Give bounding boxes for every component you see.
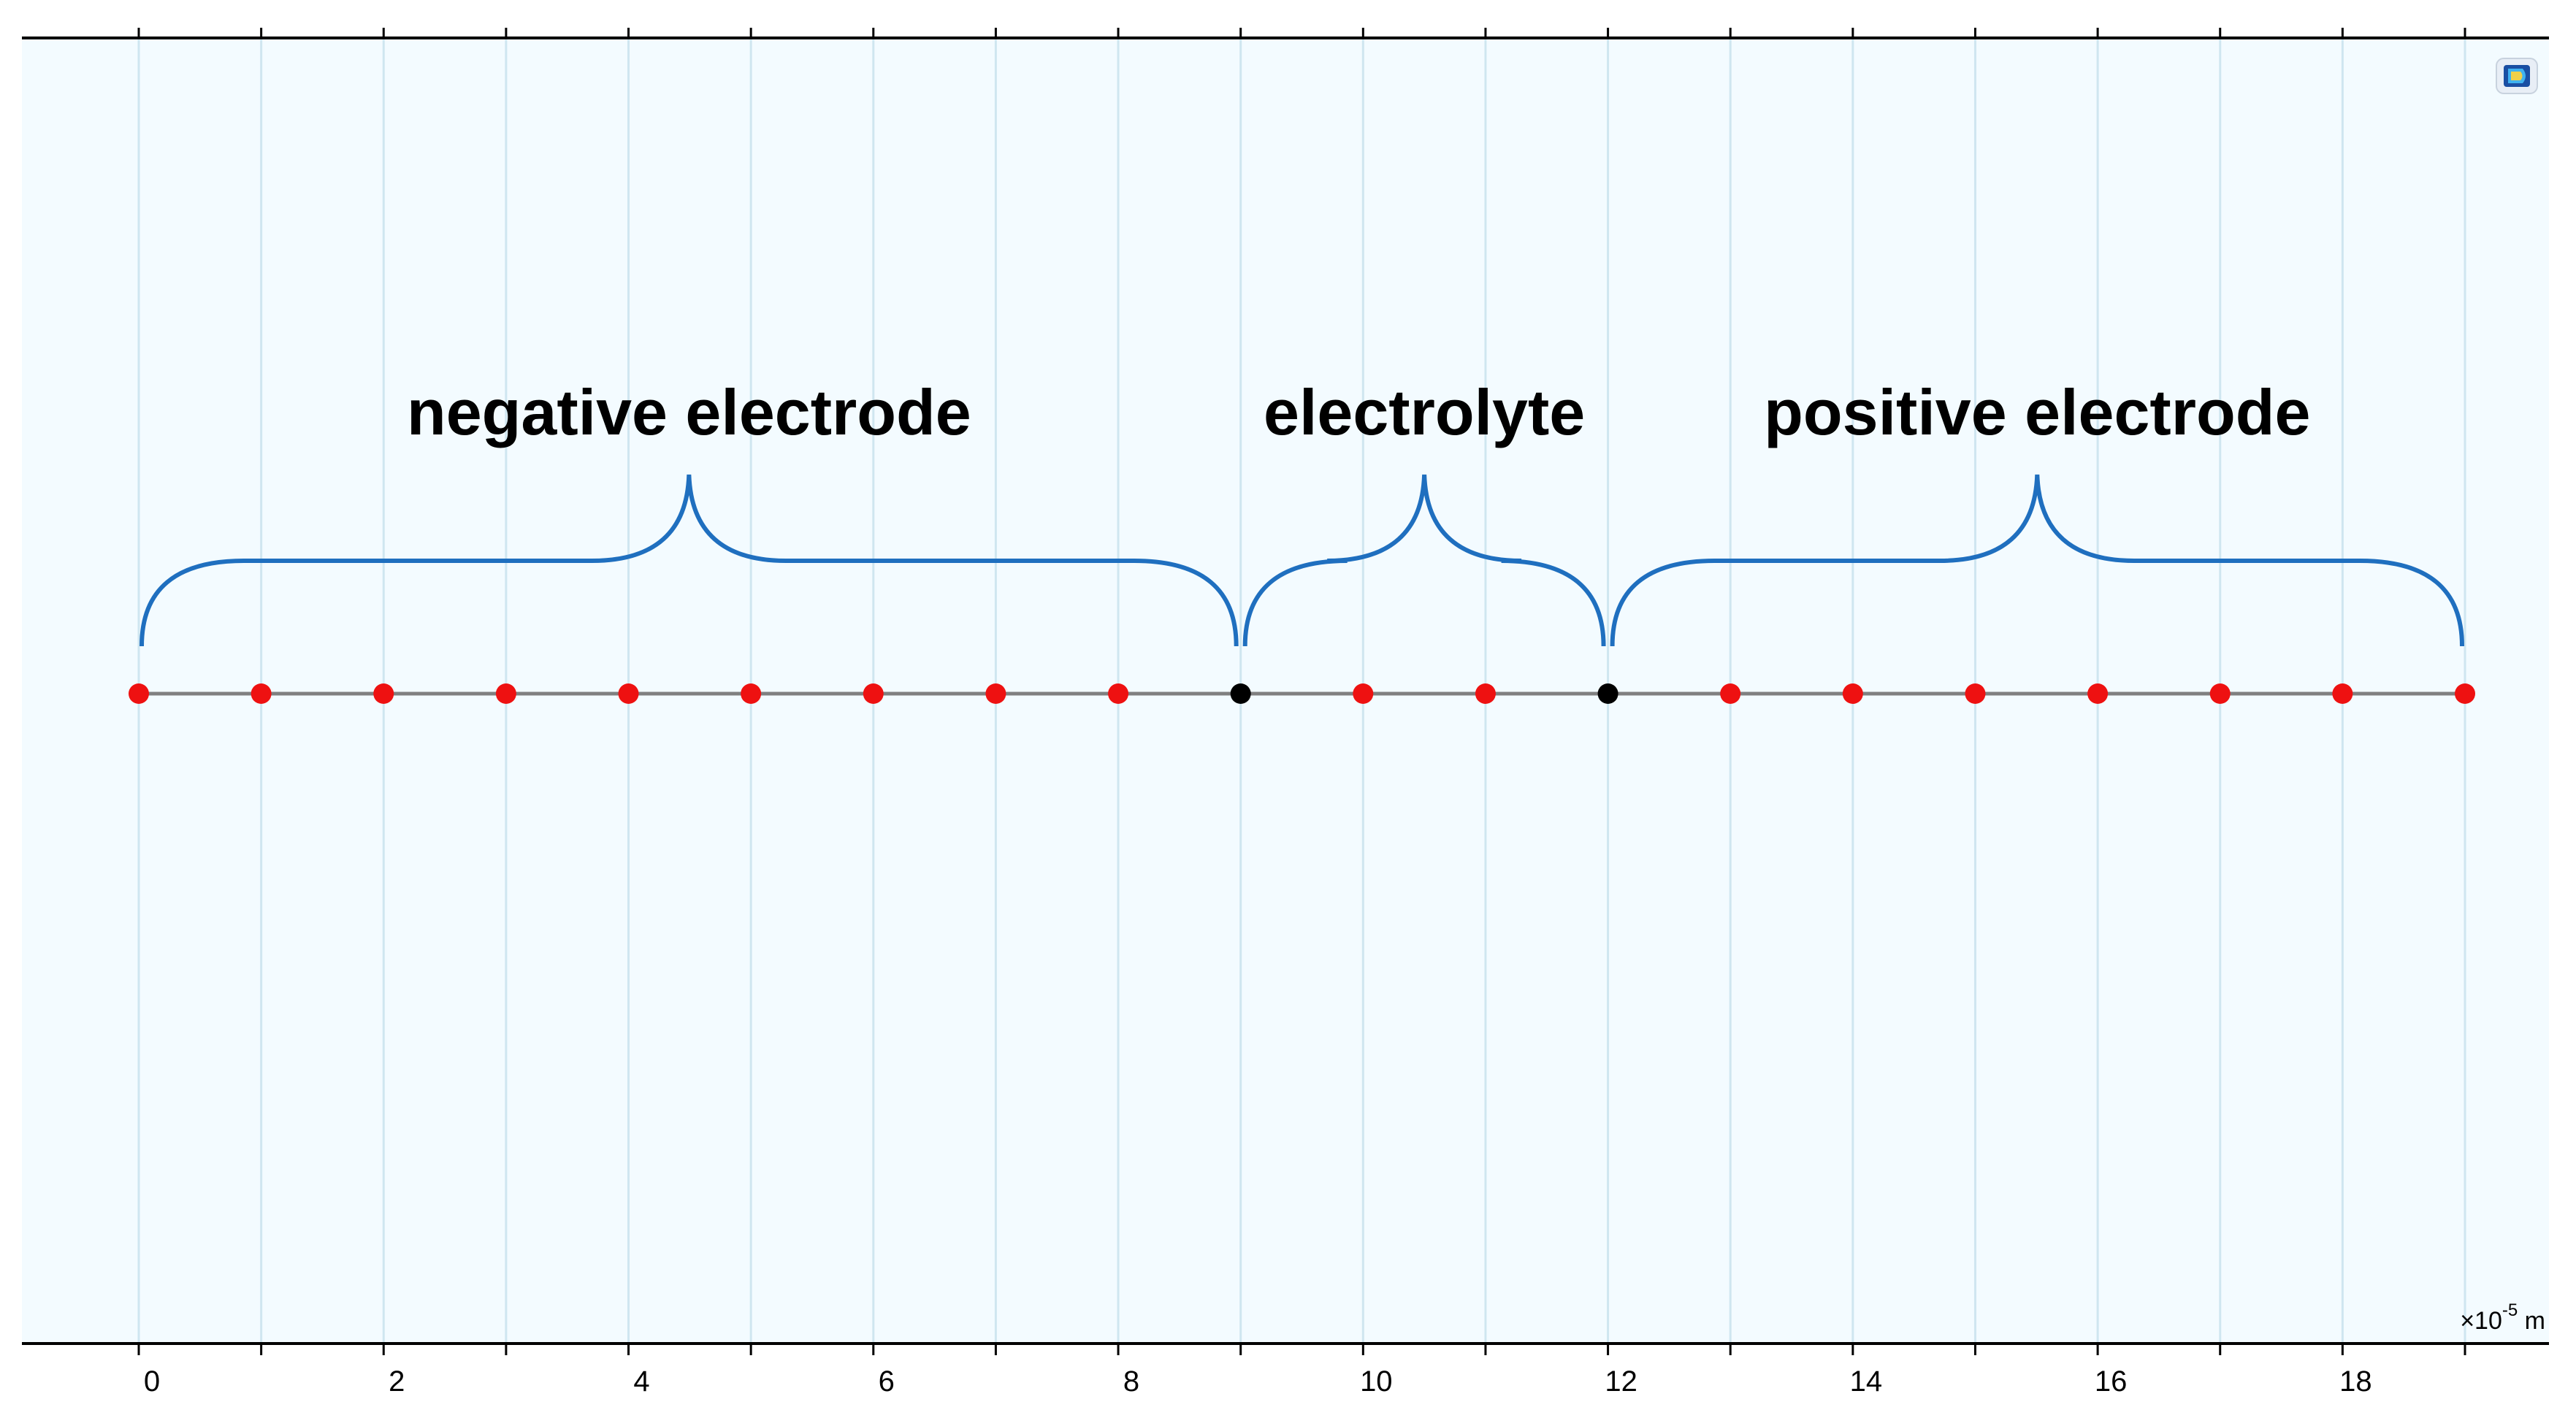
mesh-node — [2209, 683, 2231, 704]
tick-label: 6 — [879, 1365, 895, 1398]
mesh-node — [985, 683, 1006, 704]
mesh-nodes — [129, 683, 2475, 704]
axis-frame — [22, 37, 2549, 1345]
mesh-node — [1720, 683, 1741, 704]
bottom-ticks — [137, 1344, 2466, 1355]
mesh-node — [863, 683, 884, 704]
region-braces — [139, 474, 2464, 647]
tick-label: 12 — [1605, 1365, 1637, 1398]
boundary-node — [1597, 683, 1618, 704]
mesh-node — [495, 683, 516, 704]
mesh-node — [2087, 683, 2109, 704]
mesh-node — [1108, 683, 1129, 704]
region-brace — [139, 474, 1239, 647]
mesh-node — [251, 683, 272, 704]
tick-label: 8 — [1123, 1365, 1139, 1398]
mesh-node — [1965, 683, 1986, 704]
tick-label: 16 — [2095, 1365, 2128, 1398]
region-brace — [1242, 474, 1606, 647]
scale-prefix: ×10 — [2460, 1307, 2502, 1335]
mesh-node — [1842, 683, 1863, 704]
region-labels: negative electrode electrolyte positive el… — [407, 376, 2310, 448]
tick-label: 0 — [144, 1365, 160, 1398]
region-label: negative electrode — [407, 376, 971, 448]
comsol-logo-icon[interactable] — [2496, 58, 2538, 94]
top-ticks — [137, 28, 2466, 38]
tick-labels: 0 2 4 6 8 10 12 14 16 18 — [144, 1365, 2372, 1398]
region-label: positive electrode — [1764, 376, 2310, 448]
plot-background — [22, 38, 2549, 1344]
mesh-node — [2332, 683, 2353, 704]
region-label: electrolyte — [1264, 376, 1585, 448]
tick-label: 10 — [1360, 1365, 1393, 1398]
tick-label: 18 — [2339, 1365, 2372, 1398]
mesh-node — [373, 683, 394, 704]
tick-label: 4 — [633, 1365, 649, 1398]
mesh-node — [1353, 683, 1374, 704]
region-brace — [1610, 474, 2464, 647]
scale-indicator: ×10-5 m — [2460, 1300, 2545, 1335]
tick-label: 14 — [1850, 1365, 1883, 1398]
mesh-node — [2455, 683, 2475, 704]
scale-exponent: -5 — [2502, 1300, 2518, 1320]
mesh-node — [1475, 683, 1496, 704]
mesh-node — [129, 683, 149, 704]
boundary-node — [1230, 683, 1251, 704]
mesh-node — [741, 683, 762, 704]
mesh-node — [618, 683, 639, 704]
tick-label: 2 — [389, 1365, 405, 1398]
scale-unit: m — [2525, 1307, 2545, 1335]
